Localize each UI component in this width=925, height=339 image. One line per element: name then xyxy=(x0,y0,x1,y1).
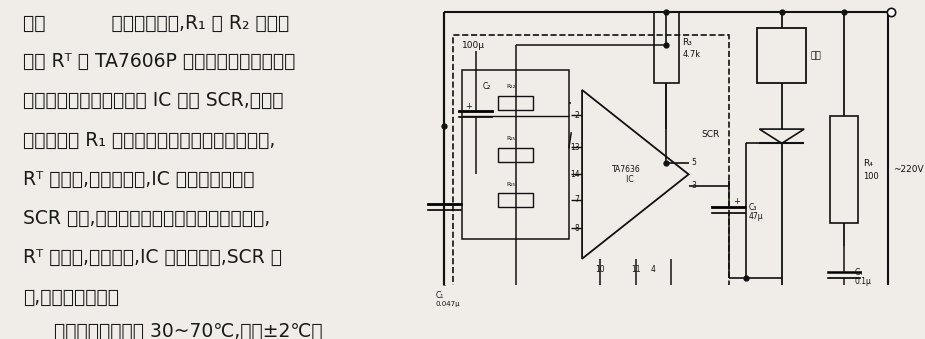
Text: +: + xyxy=(733,197,740,206)
Bar xyxy=(453,35,729,311)
Text: TA7636
   IC: TA7636 IC xyxy=(612,165,641,184)
Text: 0.1μ: 0.1μ xyxy=(855,277,871,286)
Text: 2: 2 xyxy=(574,111,579,120)
Text: SCR: SCR xyxy=(701,130,720,139)
Bar xyxy=(499,194,533,207)
Text: 14: 14 xyxy=(570,170,579,179)
Text: 13: 13 xyxy=(570,143,579,152)
Text: 断,负荷无电降温。: 断,负荷无电降温。 xyxy=(23,288,119,307)
Text: 4: 4 xyxy=(650,265,655,274)
Text: 本电路控温范围在 30~70℃,精度±2℃。: 本电路控温范围在 30~70℃,精度±2℃。 xyxy=(55,322,323,339)
Text: 在图           所示的电路中,R₁ 和 R₂ 与热敏: 在图 所示的电路中,R₁ 和 R₂ 与热敏 xyxy=(23,14,290,33)
Text: 电阵 Rᵀ 及 TA7606P 内部的两只电阵构成电: 电阵 Rᵀ 及 TA7606P 内部的两只电阵构成电 xyxy=(23,52,295,71)
Text: R₃: R₃ xyxy=(683,38,693,46)
Text: 3: 3 xyxy=(691,181,697,190)
Text: 得电。调节 R₁ 设定温度値。温度低于设定値时,: 得电。调节 R₁ 设定温度値。温度低于设定値时, xyxy=(23,131,276,149)
Bar xyxy=(499,148,533,162)
Text: +: + xyxy=(464,102,472,111)
Text: 100: 100 xyxy=(863,172,879,181)
Text: ~220V: ~220V xyxy=(893,165,923,174)
Text: SCR 导通,负荷得电升温。温度达到设定値时,: SCR 导通,负荷得电升温。温度达到设定値时, xyxy=(23,209,270,228)
Text: 桥。由电桥输出信号通过 IC 触发 SCR,使负荷: 桥。由电桥输出信号通过 IC 触发 SCR,使负荷 xyxy=(23,91,284,110)
Text: R₂₅: R₂₅ xyxy=(507,181,515,186)
Text: 11: 11 xyxy=(631,265,641,274)
Bar xyxy=(758,28,807,83)
Text: 7: 7 xyxy=(574,195,579,204)
Text: 8: 8 xyxy=(574,224,579,233)
Bar xyxy=(462,71,569,239)
Bar xyxy=(499,96,533,110)
Text: Rᵀ 阵値大,电桥不平衡,IC 有信号输出触发: Rᵀ 阵値大,电桥不平衡,IC 有信号输出触发 xyxy=(23,170,254,189)
Text: C₄: C₄ xyxy=(855,268,863,277)
Text: Rᵀ 阵値小,电桥平衡,IC 无信号输出,SCR 关: Rᵀ 阵値小,电桥平衡,IC 无信号输出,SCR 关 xyxy=(23,248,282,267)
Text: C₃: C₃ xyxy=(748,203,757,212)
Text: 负荷: 负荷 xyxy=(811,52,821,60)
Text: R₁₂: R₁₂ xyxy=(506,84,515,89)
Text: R₄: R₄ xyxy=(863,159,872,168)
Bar xyxy=(654,12,679,83)
Text: 5: 5 xyxy=(691,158,697,167)
Text: 100μ: 100μ xyxy=(462,41,486,49)
Text: 47μ: 47μ xyxy=(748,212,763,221)
Text: R₂₅: R₂₅ xyxy=(507,136,515,141)
Text: C₁: C₁ xyxy=(436,291,444,300)
Text: 4.7k: 4.7k xyxy=(683,51,700,59)
Bar xyxy=(830,116,858,223)
Text: C₂: C₂ xyxy=(483,82,491,91)
Text: 10: 10 xyxy=(595,265,605,274)
Text: 0.047μ: 0.047μ xyxy=(436,301,460,307)
